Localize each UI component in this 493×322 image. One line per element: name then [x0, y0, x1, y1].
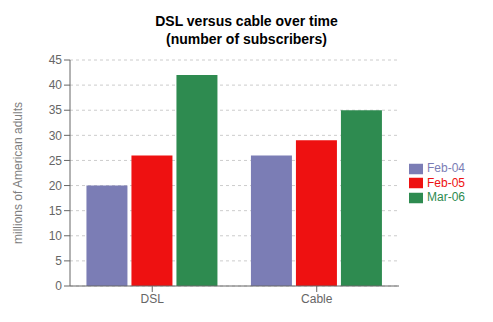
svg-text:30: 30 [49, 129, 63, 143]
svg-text:35: 35 [49, 103, 63, 117]
html-text:Feb-05: Feb-05 [427, 175, 465, 190]
svg-text:5: 5 [55, 254, 62, 268]
svg-text:DSL: DSL [141, 292, 165, 306]
html-text:DSL versus cable over time: DSL versus cable over time [155, 13, 338, 29]
svg-text:0: 0 [55, 279, 62, 293]
html-text:Mar-06: Mar-06 [427, 190, 465, 205]
svg-text:Cable: Cable [301, 292, 333, 306]
svg-text:millions of American adults: millions of American adults [11, 102, 25, 244]
svg-text:15: 15 [49, 204, 63, 218]
html-text:Feb-04: Feb-04 [427, 160, 465, 175]
svg-text:20: 20 [49, 179, 63, 193]
svg-text:40: 40 [49, 78, 63, 92]
svg-text:25: 25 [49, 154, 63, 168]
html-text:(number of subscribers): (number of subscribers) [166, 31, 327, 47]
svg-text:45: 45 [49, 53, 63, 67]
svg-text:10: 10 [49, 229, 63, 243]
